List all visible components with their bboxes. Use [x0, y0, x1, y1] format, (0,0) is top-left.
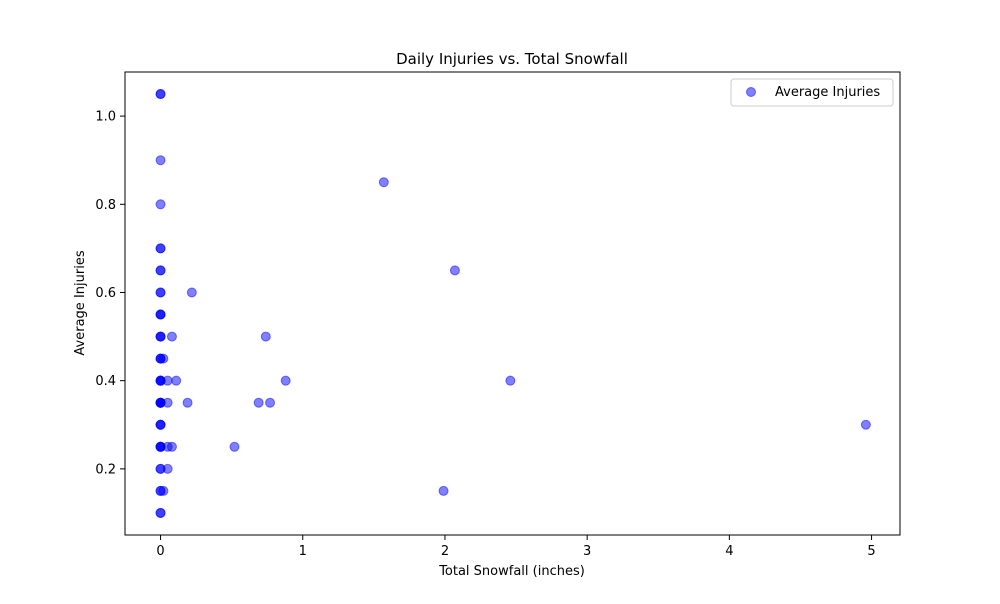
data-point	[158, 485, 169, 496]
x-axis-title: Total Snowfall (inches)	[438, 564, 585, 579]
data-point	[280, 375, 291, 386]
plot-frame	[124, 71, 901, 536]
data-point	[229, 441, 240, 452]
data-point	[182, 397, 193, 408]
legend: Average Injuries	[730, 78, 894, 107]
legend-label: Average Injuries	[775, 85, 880, 100]
data-point	[162, 463, 173, 474]
x-axis-ticks: 0 1 2 3 4 5	[156, 535, 876, 559]
data-point	[155, 89, 166, 100]
data-point	[155, 243, 166, 254]
y-tick-label: 0.8	[95, 198, 116, 213]
data-point	[155, 265, 166, 276]
x-tick-label: 1	[299, 544, 307, 559]
data-point	[155, 419, 166, 430]
data-point	[860, 419, 871, 430]
x-tick-label: 4	[725, 544, 733, 559]
x-tick-label: 5	[867, 544, 875, 559]
y-tick-label: 1.0	[95, 110, 116, 125]
x-tick-label: 2	[441, 544, 449, 559]
data-point	[155, 309, 166, 320]
y-axis-title: Average Injuries	[73, 250, 88, 355]
data-point	[505, 375, 516, 386]
data-point	[260, 331, 271, 342]
data-point	[155, 199, 166, 210]
data-point	[155, 331, 166, 342]
points-layer	[155, 89, 871, 518]
data-point	[162, 375, 173, 386]
y-tick-label: 0.2	[95, 462, 116, 477]
y-tick-label: 0.6	[95, 286, 116, 301]
data-point	[155, 287, 166, 298]
data-point	[265, 397, 276, 408]
x-tick-label: 0	[156, 544, 164, 559]
data-point	[162, 397, 173, 408]
data-point	[158, 353, 169, 364]
y-tick-label: 0.4	[95, 374, 116, 389]
data-point	[438, 485, 449, 496]
chart-title: Daily Injuries vs. Total Snowfall	[396, 50, 628, 68]
data-point	[253, 397, 264, 408]
data-point	[166, 331, 177, 342]
legend-box	[730, 78, 894, 107]
y-axis-ticks: 0.2 0.4 0.6 0.8 1.0	[95, 110, 125, 477]
data-point	[449, 265, 460, 276]
data-point	[155, 507, 166, 518]
x-tick-label: 3	[583, 544, 591, 559]
legend-marker	[746, 87, 756, 97]
data-point	[155, 155, 166, 166]
data-point	[378, 177, 389, 188]
data-point	[186, 287, 197, 298]
data-point	[166, 441, 177, 452]
data-point	[171, 375, 182, 386]
